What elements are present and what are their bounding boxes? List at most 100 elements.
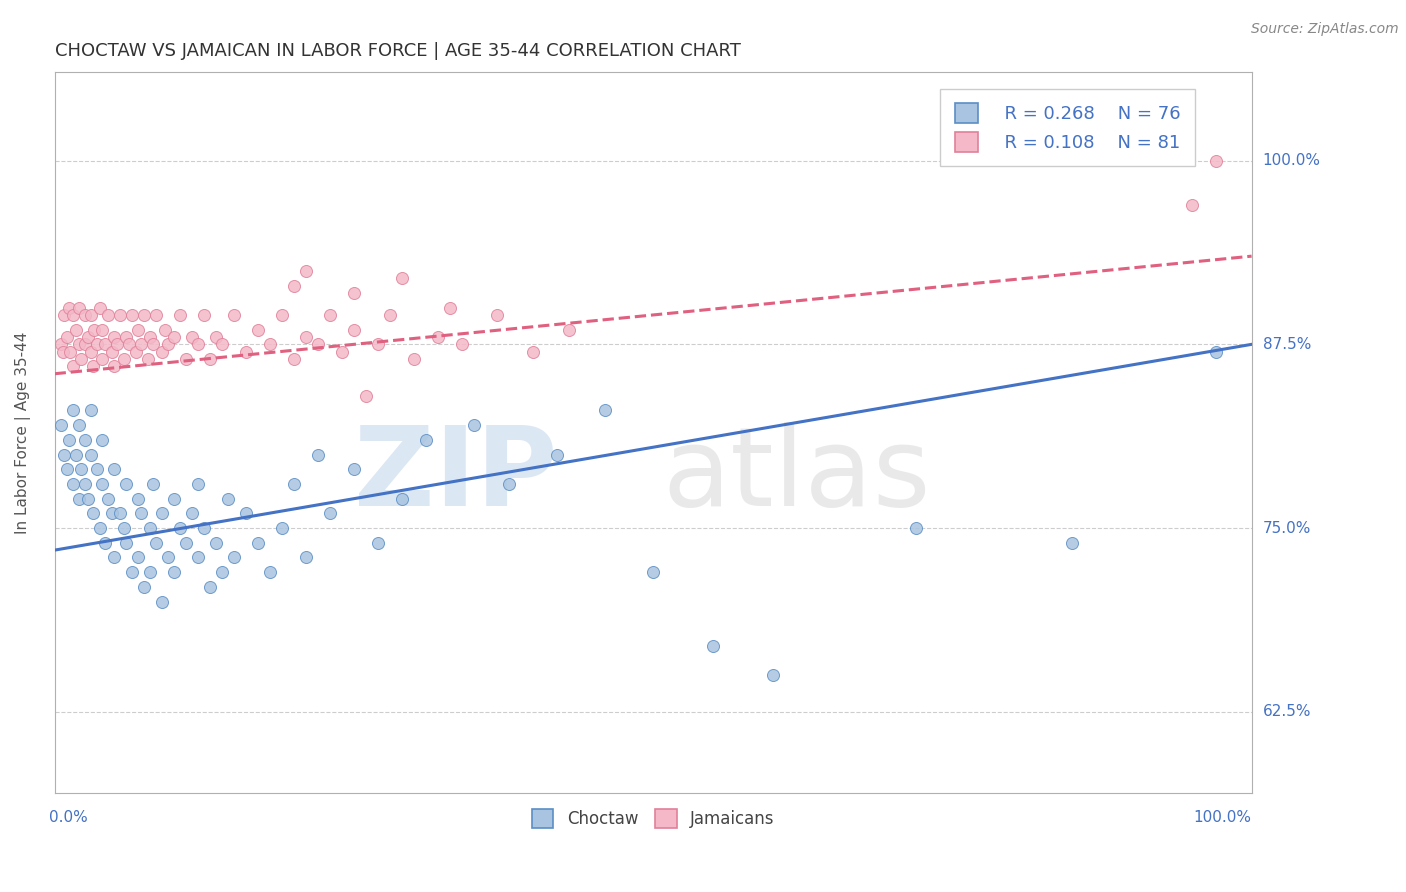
Point — [77, 330, 100, 344]
Point — [439, 301, 461, 315]
Point — [97, 308, 120, 322]
Point — [235, 507, 257, 521]
Point — [307, 337, 329, 351]
Point — [73, 337, 96, 351]
Point — [181, 330, 204, 344]
Point — [762, 668, 785, 682]
Point — [402, 352, 425, 367]
Point — [283, 352, 305, 367]
Point — [343, 285, 366, 300]
Point — [593, 403, 616, 417]
Point — [169, 308, 191, 322]
Point — [105, 337, 128, 351]
Point — [59, 344, 82, 359]
Point — [391, 271, 413, 285]
Point — [49, 418, 72, 433]
Point — [103, 330, 125, 344]
Point — [86, 462, 108, 476]
Point — [259, 337, 281, 351]
Point — [295, 330, 318, 344]
Text: 100.0%: 100.0% — [1263, 153, 1320, 168]
Point — [70, 352, 93, 367]
Point — [79, 448, 101, 462]
Point — [112, 521, 135, 535]
Point — [121, 308, 143, 322]
Point — [163, 565, 186, 579]
Point — [426, 330, 449, 344]
Point — [905, 521, 928, 535]
Point — [193, 521, 215, 535]
Point — [486, 308, 509, 322]
Point — [67, 491, 90, 506]
Point — [53, 448, 76, 462]
Point — [82, 507, 104, 521]
Point — [150, 344, 173, 359]
Point — [187, 550, 209, 565]
Point — [145, 535, 167, 549]
Point — [450, 337, 472, 351]
Point — [150, 594, 173, 608]
Point — [91, 433, 114, 447]
Point — [142, 337, 165, 351]
Point — [110, 308, 132, 322]
Point — [89, 301, 111, 315]
Point — [247, 535, 270, 549]
Point — [121, 565, 143, 579]
Point — [127, 323, 149, 337]
Point — [118, 337, 141, 351]
Point — [136, 352, 159, 367]
Point — [70, 462, 93, 476]
Point — [52, 344, 75, 359]
Point — [153, 323, 176, 337]
Point — [174, 535, 197, 549]
Text: 75.0%: 75.0% — [1263, 521, 1310, 535]
Point — [86, 337, 108, 351]
Point — [103, 550, 125, 565]
Point — [65, 323, 87, 337]
Point — [200, 352, 222, 367]
Point — [224, 550, 246, 565]
Point — [187, 477, 209, 491]
Point — [330, 344, 353, 359]
Point — [1060, 535, 1083, 549]
Point — [142, 477, 165, 491]
Point — [235, 344, 257, 359]
Point — [94, 535, 117, 549]
Point — [91, 477, 114, 491]
Point — [83, 323, 105, 337]
Point — [187, 337, 209, 351]
Point — [307, 448, 329, 462]
Point — [283, 278, 305, 293]
Point — [702, 639, 724, 653]
Point — [145, 308, 167, 322]
Point — [79, 344, 101, 359]
Point — [498, 477, 520, 491]
Point — [82, 359, 104, 374]
Text: ZIP: ZIP — [354, 422, 557, 529]
Point — [112, 352, 135, 367]
Point — [62, 477, 84, 491]
Point — [319, 507, 342, 521]
Point — [205, 330, 228, 344]
Point — [169, 521, 191, 535]
Point — [319, 308, 342, 322]
Point — [115, 535, 138, 549]
Point — [217, 491, 239, 506]
Point — [139, 521, 162, 535]
Point — [181, 507, 204, 521]
Point — [103, 462, 125, 476]
Point — [129, 337, 152, 351]
Point — [1205, 344, 1227, 359]
Point — [73, 477, 96, 491]
Point — [127, 550, 149, 565]
Point — [62, 403, 84, 417]
Point — [79, 403, 101, 417]
Point — [643, 565, 665, 579]
Text: 87.5%: 87.5% — [1263, 337, 1310, 351]
Point — [259, 565, 281, 579]
Point — [271, 521, 294, 535]
Point — [558, 323, 581, 337]
Point — [391, 491, 413, 506]
Point — [73, 308, 96, 322]
Point — [89, 521, 111, 535]
